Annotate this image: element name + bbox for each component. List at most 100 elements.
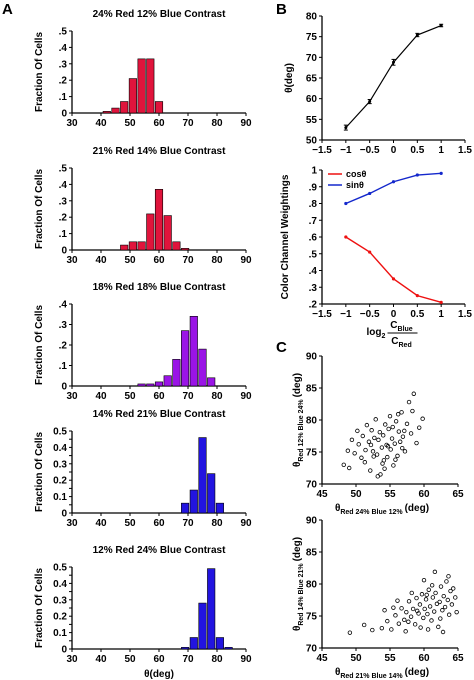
scatter-point [363,447,368,453]
histogram-bar [128,241,137,251]
scatter-point [395,453,400,459]
histogram-bar [128,78,137,114]
y-tick-label: .3 [59,320,68,331]
x-axis-label-unit: (deg) [405,667,429,678]
y-tick-label: 0 [61,246,67,257]
x-tick-label: 45 [316,653,328,664]
x-tick-label: 80 [211,654,223,665]
y-axis-label: Fraction Of Cells [34,32,45,112]
y-tick-label: 70 [306,53,318,64]
x-tick-label: 80 [211,255,223,266]
histogram-bar [163,375,172,387]
scatter-point [382,608,387,613]
scatter-point [406,599,412,604]
y-tick-label: 75 [306,612,318,623]
histogram-bar [172,241,181,251]
y-tick-label: .1 [59,229,68,240]
scatter-point [445,597,450,603]
x-tick-label: 30 [66,518,78,529]
x-tick-label: 70 [182,518,194,529]
scatter-point [423,597,429,602]
y-tick-label: 0.5 [53,427,67,438]
scatter-point [370,627,375,633]
histogram-bar [207,377,216,387]
y-tick-label: 70 [306,480,318,491]
scatter-point [409,590,414,596]
scatter-point [376,437,381,443]
histogram-bar [146,383,155,387]
y-tick-label: .5 [309,249,318,260]
scatter-point [400,434,406,439]
x-tick-label: 40 [95,255,107,266]
x-axis-label-denominator: CRed [391,336,411,349]
x-axis-label-numerator: CBlue [390,320,413,333]
scatter-point [402,449,408,454]
scatter-point [385,618,390,624]
x-tick-label: 90 [240,118,252,129]
x-tick-label: 90 [240,518,252,529]
data-point [344,126,348,130]
scatter-point [414,440,419,446]
x-tick-label: 80 [211,518,223,529]
scatter-point [393,613,398,618]
scatter-point [425,627,431,632]
y-tick-label: 65 [306,74,318,85]
histogram-bar [137,383,146,387]
x-tick-label: 55 [384,489,396,500]
y-tick-label: 60 [306,94,318,105]
denominator-subscript: Red [399,342,412,349]
x-tick-label: 60 [418,653,430,664]
x-tick-label: 50 [350,489,362,500]
scatter-point [368,468,373,473]
chart-title: 24% Red 12% Blue Contrast [93,9,226,20]
histogram-bar [189,315,198,387]
x-tick-label: 65 [452,653,464,664]
data-point [368,191,372,196]
x-tick-label: 1.5 [458,145,472,156]
x-tick-label: −1.5 [312,309,332,320]
y-axis-label-unit: (deg) [292,537,303,561]
scatter-point [446,612,452,617]
y-tick-label: 80 [306,416,318,427]
scatter-point [448,588,453,594]
scatter-point [438,584,444,589]
histogram-bar [146,58,155,114]
y-axis-label: Fraction Of Cells [34,305,45,385]
x-tick-label: 30 [66,654,78,665]
y-tick-label: 85 [306,548,318,559]
x-tick-label: 90 [240,391,252,402]
scatter-point [356,442,361,447]
scatter-point [406,619,411,624]
scatter-point [373,417,378,422]
scatter-point [389,627,394,632]
histogram-bar [102,111,111,114]
y-axis-label: Fraction Of Cells [34,169,45,249]
x-tick-label: 50 [124,118,136,129]
scatter-point [360,433,365,439]
histogram-bar [198,437,207,514]
x-tick-label: 80 [211,118,223,129]
scatter-point [395,598,400,603]
scatter-point [426,587,431,592]
scatter-point [441,593,446,599]
chart-title: 21% Red 14% Blue Contrast [93,146,226,157]
numerator-subscript: Blue [398,326,413,333]
numerator-symbol: C [390,320,397,331]
y-axis-label: Color Channel Weightings [280,174,291,299]
x-tick-label: 0.5 [410,309,424,320]
scatter-point [388,447,393,452]
histogram-bar [215,637,224,650]
scatter-point [437,599,442,605]
x-tick-label: −1.5 [312,145,332,156]
scatter-point [390,424,395,430]
x-axis-label: θRed 21% Blue 14% (deg) [335,667,429,680]
x-tick-label: 70 [182,654,194,665]
y-axis-label-unit: (deg) [292,373,303,397]
x-tick-label: 0.5 [410,145,424,156]
x-tick-label: 60 [153,518,165,529]
scatter-point [429,583,435,588]
x-tick-label: −1 [340,309,352,320]
